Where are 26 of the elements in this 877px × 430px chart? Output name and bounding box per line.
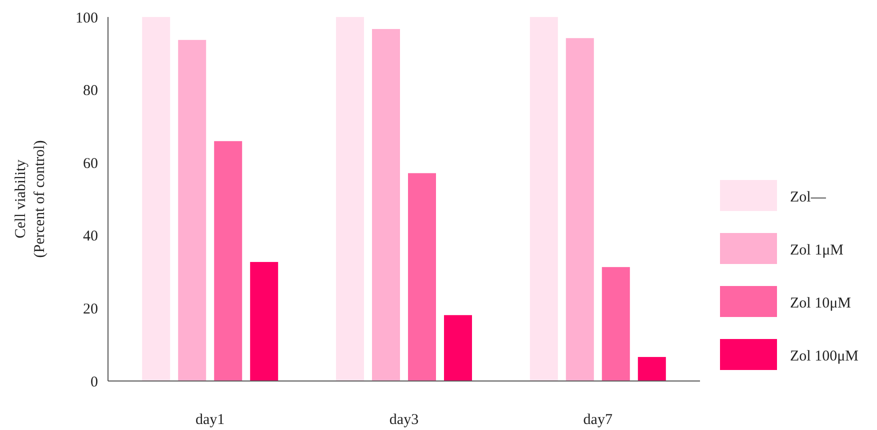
y-tick-label: 100 <box>76 10 98 26</box>
bar <box>214 141 242 381</box>
bar <box>408 173 436 381</box>
bar <box>602 267 630 381</box>
x-tick-label: day7 <box>583 412 613 428</box>
x-tick-label: day3 <box>389 412 419 428</box>
y-tick-label: 0 <box>90 374 98 390</box>
bar <box>530 17 558 381</box>
bar <box>372 29 400 381</box>
bar <box>444 315 472 381</box>
bar <box>566 38 594 381</box>
y-tick-label: 20 <box>83 301 98 318</box>
y-tick-label: 60 <box>83 156 98 172</box>
y-axis-title: Cell viability (Percent of control) <box>13 140 48 258</box>
legend-label: Zol— <box>790 189 827 206</box>
y-tick-label: 40 <box>83 228 98 245</box>
legend-label: Zol 10μM <box>790 295 851 312</box>
bar <box>142 17 170 381</box>
bar <box>250 262 278 381</box>
y-tick-label: 80 <box>83 83 98 100</box>
x-tick-label: day1 <box>196 412 225 428</box>
bar <box>336 17 364 381</box>
legend-label: Zol 100μM <box>790 348 858 364</box>
bar <box>178 40 206 381</box>
bar <box>638 356 666 381</box>
legend-label: Zol 1μM <box>790 242 844 258</box>
